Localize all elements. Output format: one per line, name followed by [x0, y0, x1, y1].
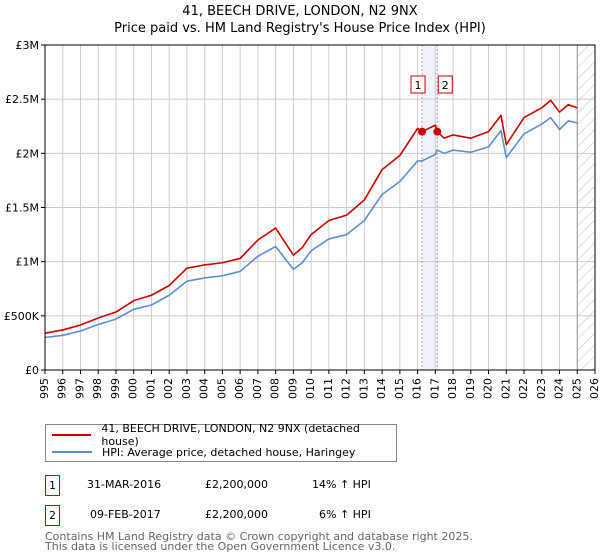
x-tick-label: 2008: [269, 378, 282, 400]
x-tick-label: 2026: [588, 378, 600, 400]
x-tick-label: 1996: [56, 378, 69, 400]
x-tick-label: 2000: [127, 378, 140, 400]
footer: Contains HM Land Registry data © Crown c…: [45, 530, 473, 553]
x-tick-label: 2015: [393, 378, 406, 400]
x-tick-label: 2004: [198, 378, 211, 400]
legend-label: 41, BEECH DRIVE, LONDON, N2 9NX (detache…: [101, 422, 360, 448]
x-tick-label: 2006: [233, 378, 246, 400]
sale-marker-label: 1: [45, 475, 60, 496]
footer-license: This data is licensed under the Open Gov…: [45, 540, 396, 553]
x-tick-label: 2003: [180, 378, 193, 400]
x-tick-label: 1998: [91, 378, 104, 400]
x-tick-label: 2014: [375, 378, 388, 400]
y-tick-label: £3M: [16, 39, 40, 52]
plot-frame: [44, 44, 596, 371]
property-series-line: [44, 99, 578, 334]
sale-hpi-diff: 14% ↑ HPI: [312, 478, 371, 491]
y-tick-label: £2.5M: [5, 93, 39, 106]
x-tick-label: 2020: [482, 378, 495, 400]
sale-marker-label: 2: [45, 505, 60, 526]
y-tick-label: £1M: [16, 256, 40, 269]
sale-label-box: [437, 75, 453, 94]
x-tick-label: 2002: [162, 378, 175, 400]
x-tick-label: 2019: [464, 378, 477, 400]
x-tick-label: 2007: [251, 378, 264, 400]
hpi-series-line: [44, 116, 578, 339]
legend: 41, BEECH DRIVE, LONDON, N2 9NX (detache…: [45, 422, 397, 462]
sale-price: £2,200,000: [205, 508, 268, 521]
x-tick-label: 1999: [109, 378, 122, 400]
sale-price: £2,200,000: [205, 478, 268, 491]
x-tick-label: 2023: [535, 378, 548, 400]
y-tick-label: £1.5M: [5, 202, 39, 215]
x-tick-label: 2011: [322, 378, 335, 400]
footer-copyright: Contains HM Land Registry data © Crown c…: [45, 530, 473, 543]
sale-label-box: [410, 75, 426, 94]
y-tick-label: £500K: [4, 310, 40, 323]
x-tick-label: 2017: [428, 378, 441, 400]
x-tick-label: 2018: [446, 378, 459, 400]
x-tick-label: 2012: [340, 378, 353, 400]
legend-label: HPI: Average price, detached house, Hari…: [102, 445, 356, 459]
sale-date: 09-FEB-2017: [90, 508, 161, 521]
x-tick-label: 2009: [286, 378, 299, 400]
x-tick-label: 2005: [215, 378, 228, 400]
x-tick-label: 2024: [553, 378, 566, 400]
sale-date: 31-MAR-2016: [87, 478, 162, 491]
x-tick-label: 2022: [517, 378, 530, 400]
legend-swatch-red: [52, 434, 92, 436]
legend-swatch-blue: [52, 451, 92, 453]
x-tick-label: 2021: [499, 378, 512, 400]
sale-label: 2: [442, 79, 449, 92]
x-tick-label: 2010: [304, 378, 317, 400]
sale-hpi-diff: 6% ↑ HPI: [319, 508, 371, 521]
sale-label: 1: [415, 79, 422, 92]
y-tick-label: £0: [25, 364, 39, 377]
sale-point: [418, 127, 427, 136]
legend-item-hpi: HPI: Average price, detached house, Hari…: [52, 444, 355, 460]
chart-title: 41, BEECH DRIVE, LONDON, N2 9NX: [182, 4, 418, 19]
sale-point: [433, 127, 442, 136]
x-tick-label: 2013: [357, 378, 370, 400]
legend-item-property: 41, BEECH DRIVE, LONDON, N2 9NX (detache…: [52, 422, 396, 448]
x-tick-label: 1995: [38, 378, 51, 400]
x-tick-label: 1997: [73, 378, 86, 400]
x-tick-label: 2016: [411, 378, 424, 400]
x-tick-label: 2001: [144, 378, 157, 400]
x-tick-label: 2025: [570, 378, 583, 400]
y-tick-label: £2M: [16, 147, 40, 160]
plot-area: 1995 1996 1997 1998 1999 2000 2001 2002 2003 2004…: [4, 39, 600, 400]
chart-subtitle: Price paid vs. HM Land Registry's House …: [114, 21, 486, 36]
